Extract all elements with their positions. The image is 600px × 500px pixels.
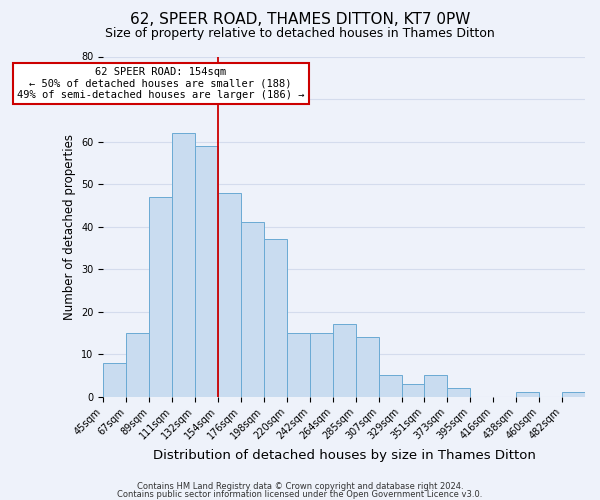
Bar xyxy=(333,324,356,396)
Bar xyxy=(516,392,539,396)
Text: Contains HM Land Registry data © Crown copyright and database right 2024.: Contains HM Land Registry data © Crown c… xyxy=(137,482,463,491)
Bar xyxy=(264,240,287,396)
Bar xyxy=(127,333,149,396)
Bar xyxy=(241,222,264,396)
Text: 62, SPEER ROAD, THAMES DITTON, KT7 0PW: 62, SPEER ROAD, THAMES DITTON, KT7 0PW xyxy=(130,12,470,28)
Bar xyxy=(448,388,470,396)
Bar xyxy=(310,333,333,396)
Bar xyxy=(424,376,448,396)
Text: Size of property relative to detached houses in Thames Ditton: Size of property relative to detached ho… xyxy=(105,28,495,40)
Bar xyxy=(379,376,401,396)
Bar xyxy=(103,362,127,396)
Bar xyxy=(287,333,310,396)
Bar xyxy=(218,192,241,396)
Bar xyxy=(149,197,172,396)
X-axis label: Distribution of detached houses by size in Thames Ditton: Distribution of detached houses by size … xyxy=(153,450,536,462)
Bar xyxy=(356,337,379,396)
Bar xyxy=(195,146,218,397)
Bar xyxy=(401,384,424,396)
Text: Contains public sector information licensed under the Open Government Licence v3: Contains public sector information licen… xyxy=(118,490,482,499)
Text: 62 SPEER ROAD: 154sqm
← 50% of detached houses are smaller (188)
49% of semi-det: 62 SPEER ROAD: 154sqm ← 50% of detached … xyxy=(17,67,304,100)
Bar xyxy=(562,392,585,396)
Y-axis label: Number of detached properties: Number of detached properties xyxy=(63,134,76,320)
Bar xyxy=(172,133,195,396)
